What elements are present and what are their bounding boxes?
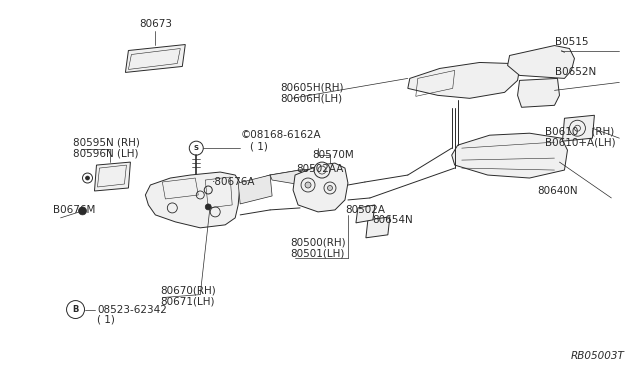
Text: B0515: B0515 <box>556 36 589 46</box>
Text: 80502AA: 80502AA <box>296 164 344 174</box>
Text: B: B <box>72 305 79 314</box>
Polygon shape <box>125 45 186 73</box>
Polygon shape <box>366 217 390 238</box>
Text: 80606H(LH): 80606H(LH) <box>280 93 342 103</box>
Circle shape <box>314 162 330 178</box>
Text: ·80676A: ·80676A <box>212 177 256 187</box>
Text: 80596N (LH): 80596N (LH) <box>72 148 138 158</box>
Text: B0610+A(LH): B0610+A(LH) <box>545 137 615 147</box>
Text: 80671(LH): 80671(LH) <box>161 296 215 307</box>
Polygon shape <box>145 172 240 228</box>
Text: 08523-62342: 08523-62342 <box>97 305 167 315</box>
Text: 80501(LH): 80501(LH) <box>290 249 344 259</box>
Circle shape <box>305 182 311 188</box>
Circle shape <box>86 176 90 180</box>
Polygon shape <box>563 115 595 141</box>
Text: 80570M: 80570M <box>312 150 354 160</box>
Text: 80502A: 80502A <box>345 205 385 215</box>
Polygon shape <box>508 45 575 78</box>
Text: ©08168-6162A: ©08168-6162A <box>240 130 321 140</box>
Circle shape <box>79 207 86 215</box>
Circle shape <box>205 204 211 210</box>
Text: 80654N: 80654N <box>372 215 413 225</box>
Polygon shape <box>238 175 272 204</box>
Polygon shape <box>356 205 375 223</box>
Polygon shape <box>518 78 559 107</box>
Text: 80605H(RH): 80605H(RH) <box>280 82 344 92</box>
Polygon shape <box>270 170 302 185</box>
Polygon shape <box>95 162 131 191</box>
Circle shape <box>328 186 332 190</box>
Text: 80500(RH): 80500(RH) <box>290 238 346 248</box>
Text: S: S <box>194 145 199 151</box>
Text: B0610    (RH): B0610 (RH) <box>545 126 614 136</box>
Text: 80670(RH): 80670(RH) <box>161 286 216 296</box>
Polygon shape <box>408 62 520 98</box>
Text: B0652N: B0652N <box>556 67 596 77</box>
Text: B0676M: B0676M <box>52 205 95 215</box>
Text: 80673: 80673 <box>139 19 172 29</box>
Text: ( 1): ( 1) <box>97 314 115 324</box>
Text: 80595N (RH): 80595N (RH) <box>72 137 140 147</box>
Text: ( 1): ( 1) <box>250 141 268 151</box>
Text: 80640N: 80640N <box>538 186 578 196</box>
Polygon shape <box>293 163 348 212</box>
Polygon shape <box>452 133 568 178</box>
Text: RB05003T: RB05003T <box>570 351 625 361</box>
